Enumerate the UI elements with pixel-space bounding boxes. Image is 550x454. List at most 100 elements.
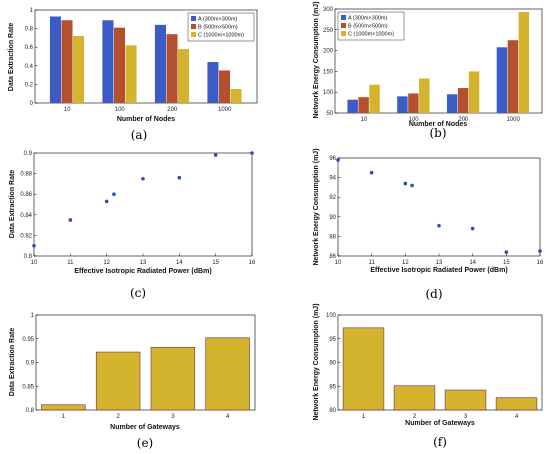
- x-ticks: 1 2 3 4: [62, 414, 230, 420]
- y-tick-label: 50: [326, 111, 333, 117]
- point-d-1: [369, 170, 374, 175]
- point-d-2: [403, 181, 408, 186]
- bar-a-1-1: [113, 27, 126, 104]
- y-tick-label: 0.6: [25, 45, 34, 51]
- x-tick-label: 10: [361, 117, 368, 123]
- panel-label: (a): [131, 128, 148, 142]
- x-axis-label: Number of Nodes: [409, 121, 467, 128]
- legend-entry: A (300m×300m): [198, 17, 237, 23]
- x-axis-label: Number of Gateways: [405, 420, 475, 427]
- y-tick-label: 85: [329, 384, 336, 390]
- x-axis-label: Effective Isotropic Radiated Power (dBm): [370, 267, 507, 274]
- y-axis-label: Data Extraction Rate: [9, 328, 16, 397]
- y-tick-label: 250: [323, 28, 334, 34]
- point-d-0: [336, 158, 340, 162]
- x-tick-label: 200: [167, 107, 178, 113]
- x-tick-label: 2: [413, 414, 417, 420]
- x-tick-label: 200: [458, 117, 469, 123]
- y-tick-label: 0.95: [22, 337, 34, 343]
- plot-area: [337, 157, 541, 257]
- y-tick-label: 0.8: [24, 254, 33, 260]
- x-tick-label: 12: [103, 260, 110, 266]
- panel-label: (e): [137, 436, 153, 450]
- y-tick-label: 100: [323, 90, 334, 96]
- x-tick-label: 11: [67, 260, 74, 266]
- x-tick-label: 15: [212, 260, 219, 266]
- bar-f-2: [444, 389, 487, 411]
- y-tick-label: 0.4: [25, 64, 34, 70]
- panel-label: (b): [429, 126, 446, 140]
- point-d-6: [504, 250, 509, 254]
- x-ticks: 10 11 12 13 14 15 16: [335, 253, 544, 266]
- legend: A (300m×300m) B (500m×500m) C (1000m×1000m…: [187, 12, 255, 42]
- point-c-6: [213, 153, 218, 157]
- bar-a-0-3: [207, 62, 219, 103]
- bar-b-0-2: [446, 94, 458, 113]
- y-tick-label: 96: [329, 156, 336, 162]
- bar-a-0-0: [49, 16, 61, 103]
- point-c-3: [112, 192, 116, 196]
- y-axis-label: Data Extraction Rate: [9, 170, 16, 239]
- bar-a-1-0: [61, 20, 73, 104]
- x-ticks: 1 2 3 4: [362, 414, 519, 420]
- bar-b-1-1: [408, 93, 419, 113]
- points: [32, 151, 254, 248]
- plot-area: [33, 152, 253, 257]
- bar-b-1-0: [358, 97, 369, 113]
- x-tick-label: 14: [469, 260, 476, 266]
- panel-d: 86 88 90 92 94 96 10 11 12 13 14 15 16 Effective Is…: [313, 148, 544, 301]
- legend-box: [187, 12, 255, 42]
- y-tick-label: 100: [326, 313, 337, 319]
- bar-a-0-1: [102, 20, 114, 104]
- panel-label: (d): [425, 287, 442, 301]
- y-tick-label: 0.9: [26, 361, 35, 367]
- legend-swatch: [341, 31, 346, 36]
- bar-e-0: [41, 404, 86, 411]
- y-tick-label: 86: [329, 254, 336, 260]
- point-c-5: [177, 175, 182, 180]
- y-tick-label: 150: [323, 69, 334, 75]
- y-tick-label: 95: [329, 337, 336, 343]
- bar-a-2-0: [73, 36, 85, 103]
- bar-b-2-3: [518, 11, 530, 113]
- y-tick-label: 0.88: [20, 172, 32, 178]
- legend-swatch: [341, 23, 346, 28]
- bars: [342, 327, 538, 411]
- bar-a-1-2: [166, 34, 178, 103]
- y-tick-label: 0: [30, 101, 34, 107]
- y-tick-label: 92: [329, 195, 336, 201]
- y-tick-label: 0.82: [20, 233, 32, 239]
- y-tick-label: 0.9: [24, 151, 33, 157]
- bar-b-1-2: [457, 88, 469, 113]
- x-tick-label: 1: [362, 414, 366, 420]
- x-tick-label: 10: [31, 260, 38, 266]
- legend-swatch: [191, 24, 196, 29]
- x-tick-label: 16: [249, 260, 256, 266]
- points: [336, 158, 542, 254]
- y-tick-label: 1: [30, 8, 34, 14]
- y-tick-label: 90: [329, 215, 336, 221]
- y-ticks: 0 0.2 0.4 0.6 0.8 1: [25, 8, 38, 107]
- legend-entry: A (300m×300m): [348, 16, 387, 22]
- panel-label: (f): [433, 435, 447, 449]
- bar-f-1: [393, 385, 436, 411]
- x-ticks: 10 100 200 1000: [361, 117, 521, 123]
- point-d-3: [410, 183, 414, 188]
- panel-b: 50 100 150 200 250 300 10 100 200 1000 A (300m×3…: [313, 1, 543, 140]
- x-axis-label: Number of Nodes: [117, 116, 175, 123]
- bar-b-0-0: [347, 99, 358, 113]
- bars: [347, 11, 530, 114]
- panel-a: 0 0.2 0.4 0.6 0.8 1 10 100 200 1000 A (300m×300m…: [8, 8, 258, 142]
- bar-f-0: [342, 327, 385, 411]
- y-ticks: 0.8 0.85 0.9 0.95 1: [22, 313, 39, 414]
- legend: A (300m×300m) B (500m×500m) C (1000m×1000m…: [337, 11, 405, 41]
- x-tick-label: 15: [503, 260, 510, 266]
- x-ticks: 10 11 12 13 14 15 16: [31, 253, 256, 266]
- y-axis-label: Network Energy Consumption (mJ): [313, 148, 320, 265]
- y-tick-label: 0.86: [20, 192, 32, 198]
- x-tick-label: 12: [402, 260, 409, 266]
- bar-a-2-3: [230, 89, 242, 103]
- legend-swatch: [191, 16, 196, 21]
